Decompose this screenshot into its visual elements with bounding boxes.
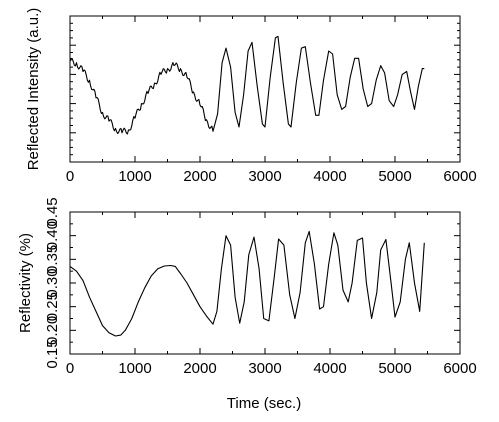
y-tick-label: 0.15 — [44, 339, 61, 368]
y-ticks-bottom — [70, 211, 460, 355]
x-tick-label: 4000 — [313, 360, 346, 377]
y-tick-label: 0.35 — [44, 245, 61, 274]
y-tick-labels-bottom: 0.150.200.250.300.350.400.45 — [44, 197, 61, 368]
x-ticks-top — [69, 16, 461, 162]
x-tick-label: 0 — [66, 360, 74, 377]
x-tick-label: 3000 — [248, 360, 281, 377]
x-tick-label: 6000 — [443, 360, 476, 377]
x-tick-label: 6000 — [443, 168, 476, 185]
x-tick-label: 2000 — [183, 168, 216, 185]
y-tick-label: 0.25 — [44, 292, 61, 321]
x-tick-label: 5000 — [378, 168, 411, 185]
x-tick-labels-top: 0 1000 2000 3000 4000 5000 6000 — [66, 168, 477, 185]
x-tick-label: 4000 — [313, 168, 346, 185]
y-axis-title-top: Reflected Intensity (a.u.) — [25, 8, 42, 171]
x-tick-label: 1000 — [118, 168, 151, 185]
x-axis-title: Time (sec.) — [227, 395, 301, 412]
series-bottom — [69, 230, 425, 337]
y-axis-title-bottom: Reflectivity (%) — [17, 233, 34, 333]
y-tick-label: 0.45 — [44, 197, 61, 226]
series-top — [69, 35, 425, 135]
y-tick-label: 0.30 — [44, 268, 61, 297]
panel-reflectivity: 0 1000 2000 3000 4000 5000 6000 0.150.200.250.… — [17, 197, 477, 412]
series-line — [69, 230, 425, 337]
y-tick-label: 0.20 — [44, 316, 61, 345]
x-tick-label: 2000 — [183, 360, 216, 377]
y-ticks-top — [70, 22, 460, 156]
x-tick-label: 1000 — [118, 360, 151, 377]
x-tick-label: 5000 — [378, 360, 411, 377]
plot-frame-top — [69, 15, 461, 163]
x-tick-labels-bottom: 0 1000 2000 3000 4000 5000 6000 — [66, 360, 477, 377]
x-tick-label: 3000 — [248, 168, 281, 185]
y-tick-label: 0.40 — [44, 221, 61, 250]
series-line — [69, 35, 425, 135]
x-ticks-bottom — [69, 212, 461, 354]
panel-intensity: 0 1000 2000 3000 4000 5000 6000 Reflected Inte… — [25, 8, 477, 185]
plot-frame-bottom — [69, 211, 461, 355]
x-tick-label: 0 — [66, 168, 74, 185]
